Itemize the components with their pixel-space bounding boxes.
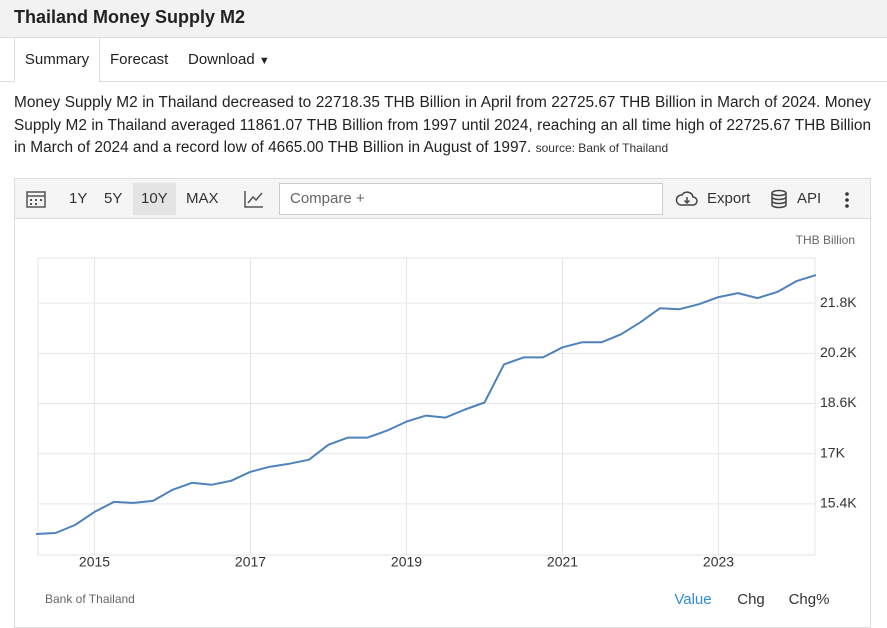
compare-input[interactable]: Compare + <box>279 183 663 215</box>
api-button[interactable]: API <box>797 190 822 207</box>
page-title: Thailand Money Supply M2 <box>0 0 887 38</box>
toolbar: 1Y 5Y 10Y MAX Compare + Export API <box>15 179 870 219</box>
tab[interactable]: Forecast <box>110 51 169 68</box>
summary: Money Supply M2 in Thailand decreased to… <box>14 92 871 160</box>
source: source: Bank of Thailand <box>535 141 669 155</box>
range-button[interactable]: 5Y <box>104 190 123 207</box>
chart-panel: 1Y 5Y 10Y MAX Compare + Export API <box>14 178 871 628</box>
api-icon[interactable] <box>769 189 789 209</box>
range-button[interactable]: MAX <box>186 190 219 207</box>
dropdown-caret: ▼ <box>258 55 270 67</box>
export-button[interactable]: Export <box>707 190 751 207</box>
range-button[interactable]: 10Y <box>133 183 176 215</box>
calendar-icon[interactable] <box>25 189 47 209</box>
range-button[interactable]: 1Y <box>69 190 88 207</box>
export-icon[interactable] <box>675 189 699 209</box>
tab[interactable]: Download ▼ <box>188 38 270 82</box>
tab[interactable]: Summary <box>14 38 100 83</box>
summary-text: Money Supply M2 in Thailand decreased to… <box>14 94 871 156</box>
tab-label: Download <box>188 51 255 68</box>
tab-bar: Summary Forecast Download ▼ <box>0 38 887 83</box>
chart-type-icon[interactable] <box>243 189 265 209</box>
more-icon[interactable] <box>841 191 853 209</box>
